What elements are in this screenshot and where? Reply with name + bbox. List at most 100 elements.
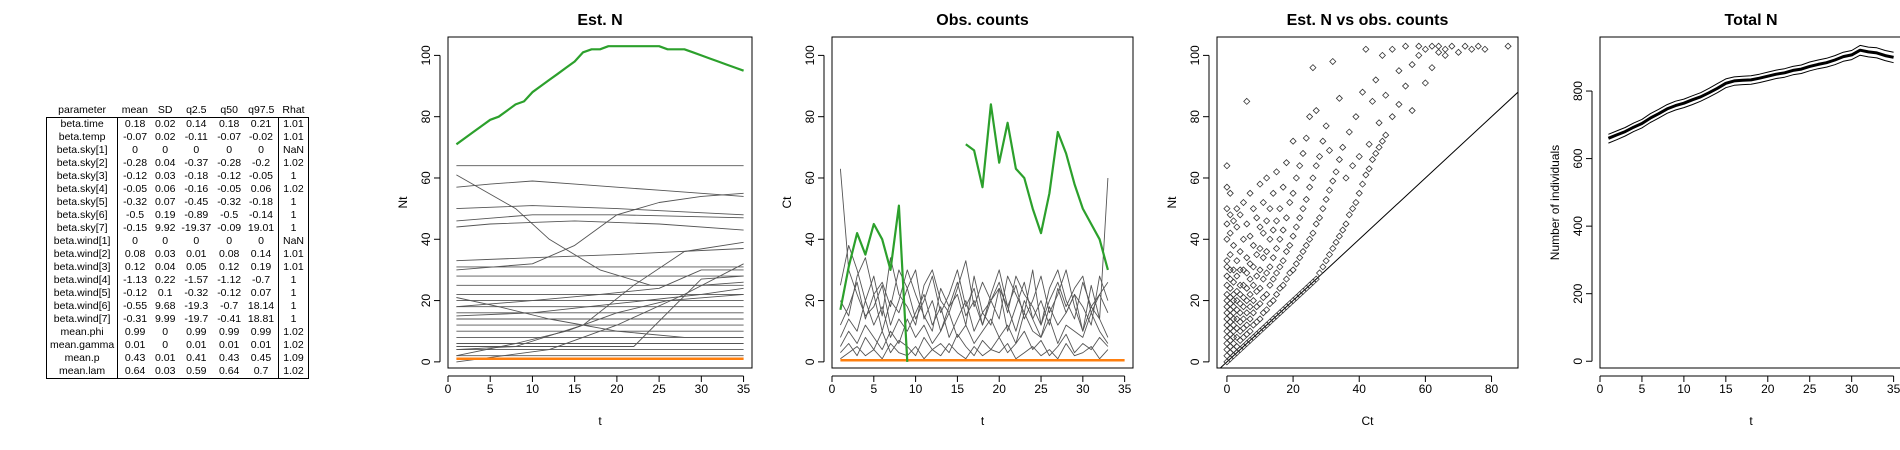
x-tick-label: 15	[1719, 382, 1733, 396]
scatter-point	[1408, 61, 1416, 69]
y-tick-label: 0	[1571, 358, 1585, 365]
table-cell: -0.32	[123, 196, 148, 208]
table-header-row: parameter mean SD q2.5 q50 q97.5 Rhat	[47, 104, 309, 118]
highlight-series-line	[965, 103, 1109, 271]
table-cell: 0.01	[124, 339, 146, 351]
scatter-point	[1253, 272, 1261, 280]
scatter-point	[1229, 241, 1238, 249]
table-cell: -0.02	[249, 131, 273, 143]
scatter-point	[1223, 205, 1231, 213]
highlight-series-line	[455, 45, 744, 146]
table-row: beta.wind[6] -0.55 9.68 -19.3 -0.7 18.14 1	[46, 300, 309, 313]
table-cell: 0	[193, 235, 200, 247]
table-cell: -0.7	[220, 300, 239, 312]
table-cell: -0.05	[249, 170, 273, 182]
y-tick-label: 100	[419, 45, 433, 65]
parameter-name-cell: beta.time	[46, 117, 119, 131]
scatter-point	[1329, 57, 1337, 66]
scatter-point	[1441, 51, 1449, 59]
table-cell: 0.01	[154, 352, 176, 364]
table-row: mean.p 0.43 0.01 0.41 0.43 0.45 1.09	[46, 352, 309, 365]
scatter-point	[1329, 177, 1337, 185]
series-line	[456, 293, 744, 357]
scatter-point	[1266, 300, 1274, 308]
table-row: beta.time 0.18 0.02 0.14 0.18 0.21 1.01	[46, 117, 309, 131]
scatter-point	[1236, 336, 1244, 344]
table-cell: 0.59	[186, 365, 207, 377]
scatter-point	[1229, 303, 1238, 311]
series-line	[456, 241, 744, 351]
scatter-point	[1454, 48, 1463, 56]
scatter-point	[1229, 333, 1238, 341]
x-tick-label: 35	[1118, 382, 1132, 396]
scatter-point	[1226, 284, 1234, 292]
scatter-point	[1239, 293, 1248, 302]
table-cell: 0.1	[157, 287, 173, 299]
table-cell: 1.09	[277, 352, 309, 365]
table-cell: 1.01	[277, 261, 309, 274]
table-cell: -0.18	[249, 196, 273, 208]
table-cell: 9.68	[154, 300, 176, 312]
scatter-point	[1401, 42, 1410, 50]
table-cell: 0	[132, 144, 138, 156]
scatter-point	[1286, 198, 1294, 207]
parameter-name-cell: mean.phi	[46, 326, 119, 339]
y-tick-label: 40	[419, 232, 433, 246]
scatter-point	[1233, 342, 1241, 351]
scatter-point	[1229, 290, 1238, 299]
scatter-point	[1243, 330, 1251, 338]
series-line	[456, 192, 744, 271]
scatter-point	[1233, 205, 1241, 213]
table-cell: -0.5	[220, 209, 239, 221]
scatter-point	[1246, 275, 1254, 283]
table-cell: -0.12	[123, 287, 148, 299]
scatter-point	[1259, 198, 1267, 207]
chart-title: Est. N	[577, 12, 622, 29]
scatter-point	[1306, 183, 1314, 191]
table-row: beta.sky[3] -0.12 0.03 -0.18 -0.12 -0.05 1	[46, 170, 309, 183]
scatter-point	[1335, 232, 1343, 240]
chart-panel-4: Total N 0 5 10 15 20 25 30 35 t 0 200 400 600 800 Numbe…	[1548, 12, 1900, 428]
plot-frame	[447, 36, 753, 369]
scatter-point	[1302, 134, 1310, 142]
table-cell: 0.06	[250, 183, 272, 195]
table-cell: -0.05	[217, 183, 242, 195]
scatter-point	[1315, 214, 1324, 222]
scatter-point	[1372, 149, 1380, 158]
chart-panel-3: Est. N vs obs. counts 0 20 40 60 80 Ct 0 20 40 60 8…	[1165, 12, 1519, 428]
table-cell: 0.99	[124, 326, 146, 338]
scatter-point	[1233, 257, 1241, 265]
scatter-point	[1395, 67, 1403, 75]
scatter-point	[1302, 195, 1310, 204]
scatter-point	[1272, 244, 1281, 253]
parameter-name-cell: beta.sky[2]	[46, 157, 119, 170]
table-cell: -0.2	[251, 157, 271, 169]
table-cell: 1.02	[277, 183, 309, 196]
scatter-point	[1282, 214, 1291, 222]
scatter-point	[1226, 275, 1234, 283]
scatter-point	[1239, 324, 1248, 332]
chart-title: Obs. counts	[936, 12, 1029, 29]
scatter-point	[1368, 97, 1377, 105]
table-cell: 1.02	[277, 326, 309, 339]
series-line	[456, 174, 744, 286]
table-cell: 0.08	[218, 248, 240, 260]
table-cell: -0.41	[217, 313, 242, 325]
scatter-point	[1236, 247, 1244, 256]
table-cell: 0.64	[124, 365, 146, 377]
y-tick-label: 800	[1571, 81, 1585, 101]
table-cell: 0.14	[186, 118, 207, 130]
scatter-point	[1253, 251, 1261, 259]
scatter-point	[1448, 42, 1456, 50]
table-cell: -0.32	[184, 287, 209, 299]
table-cell: 0	[226, 235, 233, 247]
scatter-point	[1223, 263, 1231, 271]
table-cell: -0.07	[123, 131, 148, 143]
series-line-lower	[1608, 54, 1894, 144]
scatter-point	[1243, 321, 1251, 329]
scatter-point	[1239, 303, 1248, 311]
table-cell: 18.81	[247, 313, 275, 325]
x-tick-label: 30	[1076, 382, 1090, 396]
x-tick-label: 30	[1845, 382, 1859, 396]
scatter-point	[1365, 165, 1373, 173]
